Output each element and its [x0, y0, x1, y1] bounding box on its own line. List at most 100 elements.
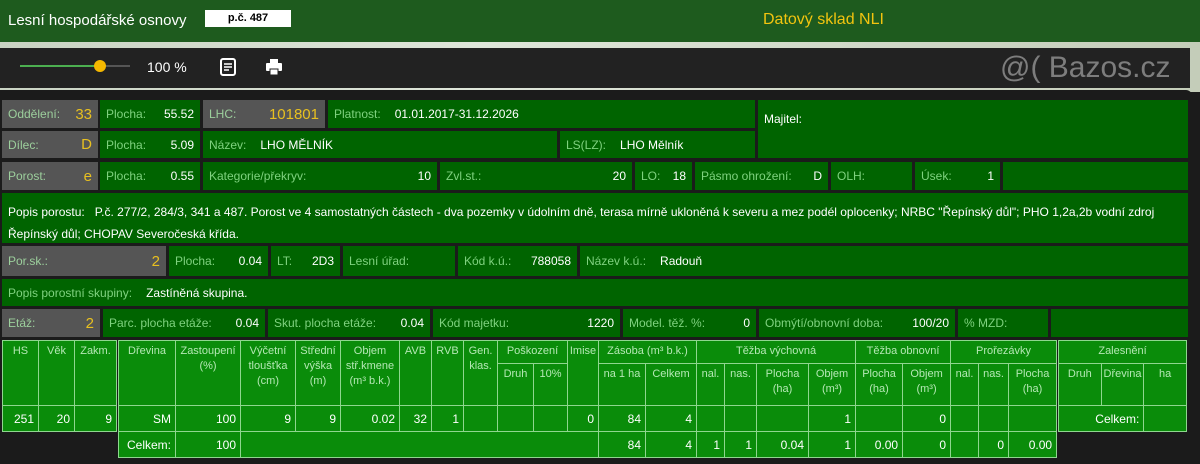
field-label: Kód k.ú.:	[464, 254, 512, 268]
table-cell: 9	[74, 405, 117, 432]
table-row: 251 20 9	[2, 405, 117, 432]
print-icon[interactable]	[264, 57, 284, 77]
watermark: @( Bazos.cz	[1000, 51, 1171, 84]
field-value: 20	[612, 169, 626, 183]
column-header: Těžba výchovná	[695, 340, 857, 364]
field-label: Model. těž. %:	[629, 316, 706, 330]
field-skut-plocha: Skut. plocha etáže: 0.04	[268, 309, 430, 337]
field-value: 55.52	[163, 107, 194, 121]
field-label: Kód majetku:	[439, 316, 510, 330]
table-cell: 0.04	[756, 431, 809, 458]
field-label: Plocha:	[106, 107, 147, 121]
column-header: Dřevina	[1100, 363, 1145, 406]
total-zastoupeni: 100	[175, 431, 241, 458]
field-value: 0.04	[238, 254, 262, 268]
table-cell	[978, 405, 1010, 432]
app-title: Lesní hospodářské osnovy	[8, 12, 187, 29]
field-label: Název:	[209, 137, 247, 152]
column-header: AVB	[399, 340, 432, 406]
field-ls: LS(LZ): LHO Mělník	[560, 131, 755, 158]
total-label: Celkem:	[1057, 405, 1145, 432]
header-row: Dřevina Zastoupení (%) Výčetní tloušťka (c…	[118, 340, 1058, 406]
zoom-slider-handle[interactable]	[94, 60, 106, 72]
field-value: 1	[987, 169, 994, 183]
table-cell	[1008, 405, 1058, 432]
column-header: Věk	[38, 340, 75, 406]
notes-icon[interactable]	[218, 57, 238, 77]
column-header: nas.	[978, 363, 1010, 406]
table-cell	[696, 405, 725, 432]
column-header: Prořezávky	[950, 340, 1058, 364]
field-label: Zvl.st.:	[446, 169, 482, 183]
column-header: Objem stř.kmene (m³ b.k.)	[340, 340, 400, 406]
table-cell: 0	[902, 431, 952, 458]
field-value: 101801	[268, 105, 319, 123]
field-value: 0.55	[170, 169, 194, 183]
field-label: Porost:	[8, 169, 47, 183]
table-cell: 100	[175, 405, 241, 432]
column-header: nal.	[950, 363, 980, 406]
table-cell: 4	[645, 431, 697, 458]
column-header: Dřevina	[118, 340, 176, 406]
table-cell: 0.00	[1008, 431, 1058, 458]
column-header: Objem (m³)	[902, 363, 952, 406]
field-label: LS(LZ):	[566, 137, 607, 152]
table-cell: 0	[567, 405, 599, 432]
table-cell	[756, 405, 809, 432]
total-value	[1143, 405, 1187, 432]
field-majitel: Majitel:	[758, 100, 1188, 158]
total-row: Celkem:	[1057, 405, 1187, 432]
field-value: 10	[417, 169, 431, 183]
column-header: Výčetní tloušťka (cm)	[240, 340, 296, 406]
column-header: nas.	[724, 363, 757, 406]
field-plocha3: Plocha: 0.55	[100, 162, 200, 190]
field-label: Lesní úřad:	[349, 254, 410, 268]
field-label: Skut. plocha etáže:	[274, 316, 377, 330]
column-header: ha	[1143, 363, 1187, 406]
field-label: Popis porostu:	[8, 205, 85, 219]
field-value: e	[83, 167, 92, 185]
table-title: Zalesnění	[1058, 340, 1187, 364]
field-plocha1: Plocha: 55.52	[100, 100, 200, 128]
field-label: % MZD:	[964, 316, 1008, 330]
column-header: na 1 ha	[598, 363, 646, 406]
field-lhc: LHC: 101801	[203, 100, 325, 128]
app-header: Lesní hospodářské osnovy p.č. 487 Datový…	[0, 0, 1200, 42]
field-label: Dílec:	[8, 137, 39, 152]
column-header: Gen. klas.	[463, 340, 498, 406]
field-value: 0.04	[400, 316, 424, 330]
stand-table: HS Věk Zakm. 251 20 9	[2, 340, 117, 432]
column-header: Plocha (ha)	[756, 363, 809, 406]
column-header: Druh	[497, 363, 534, 406]
column-header: Plocha (ha)	[1008, 363, 1058, 406]
table-cell: 84	[598, 431, 646, 458]
field-label: Plocha:	[106, 137, 147, 152]
field-label: Obmýtí/obnovní doba:	[765, 316, 884, 330]
field-platnost: Platnost: 01.01.2017-31.12.2026	[328, 100, 755, 128]
field-label: Popis porostní skupiny:	[8, 285, 133, 300]
subheader-row: Druh 10% na 1 ha Celkem nal. nas. Plocha (ha) O…	[119, 363, 1058, 406]
table-cell: 32	[399, 405, 432, 432]
field-porsk: Por.sk.: 2	[2, 246, 166, 276]
table-cell	[950, 431, 980, 458]
species-table: Dřevina Zastoupení (%) Výčetní tloušťka (c…	[118, 340, 1058, 458]
zoom-slider[interactable]	[20, 60, 130, 72]
subheader-row: Druh Dřevina ha	[1058, 363, 1187, 406]
column-header: nal.	[696, 363, 725, 406]
field-plocha2: Plocha: 5.09	[100, 131, 200, 158]
zoom-value: 100 %	[147, 59, 187, 75]
table-cell: 1	[431, 405, 464, 432]
field-label: Pásmo ohrožení:	[701, 169, 792, 183]
table-cell	[855, 405, 904, 432]
app-name: Datový sklad NLI	[763, 11, 884, 28]
field-popis-skupiny: Popis porostní skupiny: Zastíněná skupina…	[2, 279, 1188, 306]
field-value: 100/20	[912, 316, 949, 330]
table-cell: 4	[645, 405, 697, 432]
field-value: 0	[743, 316, 750, 330]
field-value: 5.09	[170, 137, 194, 152]
field-value: Zastíněná skupina.	[146, 285, 248, 300]
field-label: OLH:	[837, 169, 866, 183]
field-mzd: % MZD:	[958, 309, 1048, 337]
column-header: Střední výška (m)	[295, 340, 341, 406]
table-cell	[463, 405, 498, 432]
